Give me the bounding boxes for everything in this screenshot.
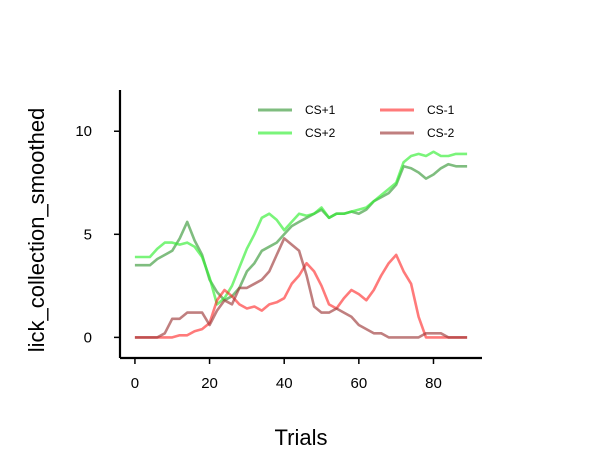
y-tick-label: 0 [84,329,92,346]
y-axis-title: lick_collection_smoothed [24,108,49,353]
series-line-cs-2 [134,237,468,339]
x-tick-label: 20 [201,375,218,392]
series-line-cs-1 [134,162,468,302]
x-tick-label: 40 [276,375,293,392]
x-tick-label: 0 [131,375,139,392]
x-axis-title: Trials [275,425,328,450]
series-line-cs-1 [134,253,468,339]
y-tick-label: 5 [84,226,92,243]
legend-label-cs-2: CS-2 [427,126,455,140]
y-tick-label: 10 [75,123,92,140]
legend-label-cs-2: CS+2 [305,126,336,140]
series-line-cs-2 [134,150,468,306]
legend-label-cs-1: CS-1 [427,103,455,117]
x-tick-label: 60 [351,375,368,392]
x-tick-label: 80 [425,375,442,392]
legend-label-cs-1: CS+1 [305,103,336,117]
